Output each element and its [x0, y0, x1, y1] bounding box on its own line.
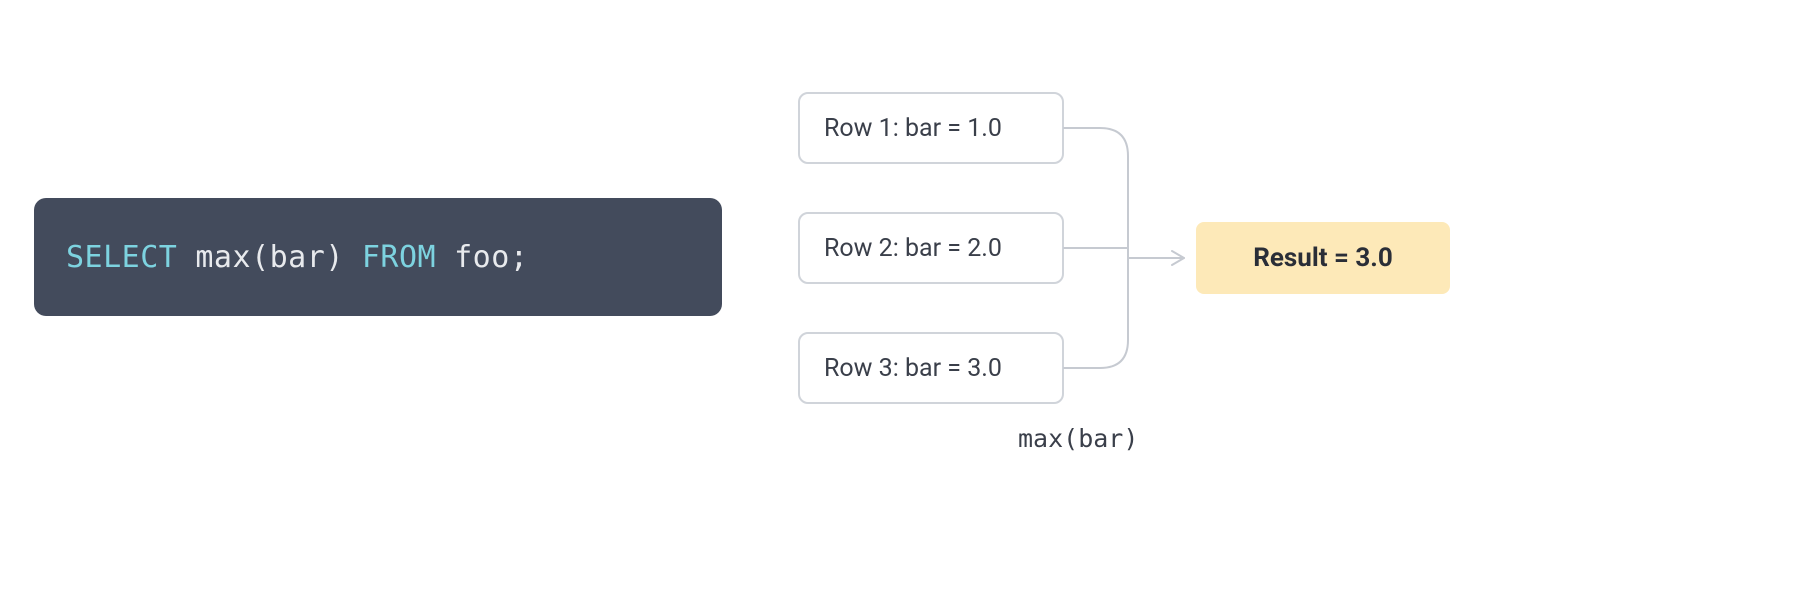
code-token: FROM: [362, 240, 436, 275]
row-label: Row 2: bar = 2.0: [824, 234, 1002, 263]
data-row: Row 3: bar = 3.0: [798, 332, 1064, 404]
row-label: Row 1: bar = 1.0: [824, 114, 1002, 143]
code-token: foo: [454, 240, 510, 275]
code-token: [344, 240, 362, 275]
code-token: ): [325, 240, 344, 275]
data-row: Row 2: bar = 2.0: [798, 212, 1064, 284]
code-token: max: [195, 240, 251, 275]
code-token: (: [251, 240, 270, 275]
code-token: bar: [270, 240, 326, 275]
row-label: Row 3: bar = 3.0: [824, 354, 1002, 383]
connector-path: [1064, 258, 1128, 368]
result-box: Result = 3.0: [1196, 222, 1450, 294]
arrowhead-icon: [1172, 251, 1184, 265]
code-token: ;: [510, 240, 529, 275]
sql-code-block: SELECT max(bar) FROM foo;: [34, 198, 722, 316]
connector-path: [1064, 128, 1128, 258]
rows-column: Row 1: bar = 1.0 Row 2: bar = 2.0 Row 3: b…: [798, 92, 1068, 404]
code-token: SELECT: [66, 240, 177, 275]
code-token: [436, 240, 454, 275]
result-label: Result = 3.0: [1253, 243, 1393, 273]
code-token: [177, 240, 195, 275]
aggregate-function-label: max(bar): [1018, 424, 1138, 453]
data-row: Row 1: bar = 1.0: [798, 92, 1064, 164]
